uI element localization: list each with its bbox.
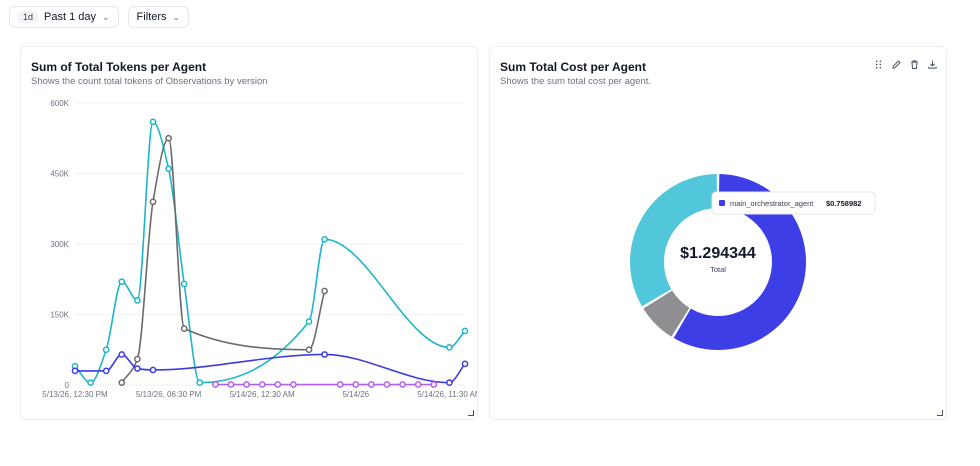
chart-subtitle: Shows the count total tokens of Observat…: [31, 76, 268, 87]
chart-subtitle: Shows the sum total cost per agent.: [500, 76, 652, 87]
x-tick-label: 5/13/26, 06:30 PM: [136, 390, 202, 399]
cost-chart-card: Sum Total Cost per Agent Shows the sum t…: [489, 46, 947, 420]
data-point[interactable]: [336, 381, 344, 388]
data-point[interactable]: [118, 379, 126, 386]
y-tick-label: 150K: [50, 311, 69, 320]
tokens-chart-card: Sum of Total Tokens per Agent Shows the …: [20, 46, 478, 420]
series-line: [74, 120, 466, 384]
donut-total-value: $1.294344: [680, 245, 756, 262]
tooltip-series-name: main_orchestrator_agent: [730, 199, 814, 208]
series-line: [121, 137, 326, 384]
data-point[interactable]: [102, 346, 110, 354]
data-point[interactable]: [212, 381, 219, 388]
data-point[interactable]: [321, 351, 328, 358]
time-range-select[interactable]: 1d Past 1 day ⌄: [9, 6, 119, 28]
data-point[interactable]: [321, 235, 328, 243]
trash-icon[interactable]: [909, 59, 920, 70]
data-point[interactable]: [149, 366, 157, 374]
drag-handle-icon[interactable]: [873, 59, 884, 70]
data-point[interactable]: [149, 118, 157, 126]
data-point[interactable]: [180, 325, 188, 332]
data-point[interactable]: [71, 367, 79, 375]
y-tick-label: 0: [65, 381, 70, 390]
data-point[interactable]: [165, 134, 172, 142]
data-point[interactable]: [149, 198, 157, 206]
data-point[interactable]: [290, 381, 297, 388]
filters-button[interactable]: Filters ⌄: [127, 6, 190, 28]
y-tick-label: 450K: [50, 170, 69, 179]
data-point[interactable]: [180, 280, 188, 288]
x-tick-label: 5/13/26, 12:30 PM: [42, 390, 108, 399]
data-point[interactable]: [102, 367, 110, 375]
data-point[interactable]: [446, 379, 453, 386]
data-point[interactable]: [383, 381, 391, 388]
data-point[interactable]: [305, 318, 313, 325]
tooltip-box: [711, 191, 876, 215]
data-point[interactable]: [118, 278, 126, 285]
data-point[interactable]: [414, 381, 422, 388]
resize-handle-icon[interactable]: [937, 410, 943, 416]
y-tick-label: 600K: [50, 99, 69, 108]
cost-donut-chart: $1.294344 Total main_orchestrator_agent …: [630, 174, 876, 350]
donut-tooltip: main_orchestrator_agent $0.758982: [711, 191, 876, 215]
y-tick-label: 300K: [50, 240, 69, 249]
data-point[interactable]: [227, 381, 235, 388]
data-point[interactable]: [446, 344, 453, 351]
data-point[interactable]: [134, 365, 141, 372]
resize-handle-icon[interactable]: [468, 410, 474, 416]
chart-title: Sum Total Cost per Agent: [500, 60, 647, 74]
tooltip-swatch: [719, 200, 725, 206]
data-point[interactable]: [461, 327, 469, 335]
chevron-down-icon: ⌄: [102, 11, 110, 22]
data-point[interactable]: [118, 351, 126, 358]
data-point[interactable]: [305, 346, 313, 354]
donut-slice[interactable]: [630, 174, 718, 307]
card-actions: [873, 59, 938, 70]
data-point[interactable]: [368, 381, 375, 388]
x-tick-label: 5/14/26: [342, 390, 369, 399]
toolbar: 1d Past 1 day ⌄ Filters ⌄: [9, 5, 190, 29]
donut-slice[interactable]: [643, 290, 690, 337]
data-point[interactable]: [399, 381, 406, 388]
donut-slice[interactable]: [673, 174, 806, 350]
data-point[interactable]: [321, 287, 328, 295]
tokens-line-chart: 0 150K 300K 450K 600K 5/13/26, 12:30 PM 5/13/…: [42, 99, 477, 399]
x-tick-label: 5/14/26, 11:30 AM: [417, 390, 477, 399]
data-point[interactable]: [165, 165, 172, 173]
tooltip-series-value: $0.758982: [826, 199, 861, 208]
filters-label: Filters: [136, 11, 167, 23]
pencil-icon[interactable]: [891, 59, 902, 70]
data-point[interactable]: [196, 379, 204, 386]
chevron-down-icon: ⌄: [172, 11, 181, 22]
data-point[interactable]: [134, 355, 141, 363]
x-tick-label: 5/14/26, 12:30 AM: [230, 390, 295, 399]
data-point[interactable]: [258, 381, 266, 388]
data-point[interactable]: [134, 297, 141, 304]
download-icon[interactable]: [927, 59, 938, 70]
chart-title: Sum of Total Tokens per Agent: [31, 60, 207, 74]
data-point[interactable]: [461, 360, 469, 368]
data-point[interactable]: [87, 379, 94, 386]
data-point[interactable]: [430, 381, 438, 388]
time-range-label: Past 1 day: [44, 11, 96, 23]
donut-total-label: Total: [710, 265, 726, 274]
time-range-badge: 1d: [18, 11, 39, 23]
data-point[interactable]: [243, 381, 250, 388]
data-point[interactable]: [274, 381, 282, 388]
data-point[interactable]: [352, 381, 360, 388]
